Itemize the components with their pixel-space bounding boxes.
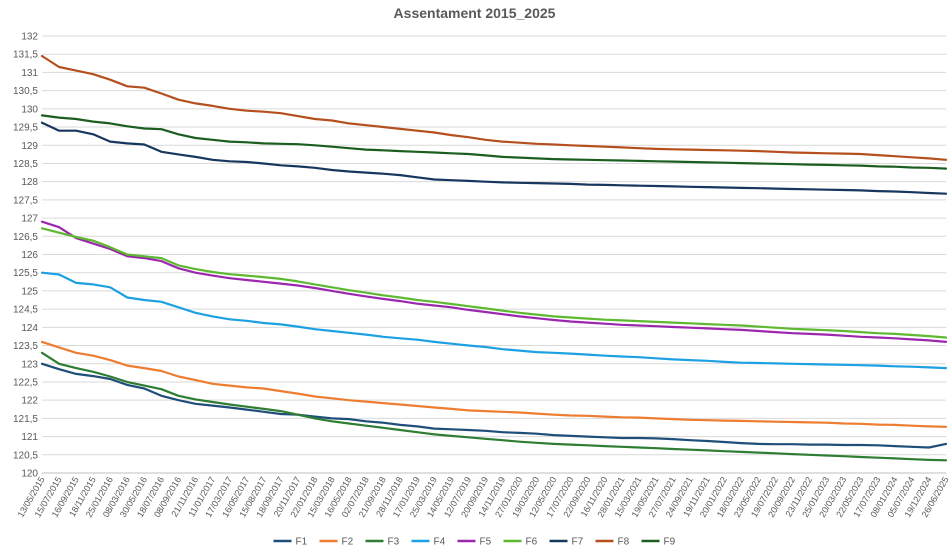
y-tick-label: 128,5 — [13, 159, 38, 170]
legend-item-f6: F6 — [503, 537, 538, 548]
legend: F1 F2 F3 F4 F5 F6 F7 F8 F9 — [273, 537, 676, 548]
y-tick-label: 126 — [21, 250, 38, 261]
y-tick-label: 131 — [21, 68, 38, 79]
y-tick-label: 126,5 — [13, 232, 38, 243]
y-tick-label: 120 — [21, 469, 38, 480]
legend-label: F3 — [388, 537, 400, 548]
legend-item-f4: F4 — [411, 537, 446, 548]
y-tick-label: 122,5 — [13, 377, 38, 388]
y-tick-label: 123,5 — [13, 341, 38, 352]
legend-item-f1: F1 — [273, 537, 308, 548]
y-tick-label: 127,5 — [13, 195, 38, 206]
series-line-f9 — [40, 114, 948, 170]
legend-label: F9 — [664, 537, 676, 548]
y-axis-tick-labels: 120 120,5 121 121,5 122 122,5 123 123,5 124 124,5… — [13, 32, 38, 480]
y-tick-label: 130 — [21, 104, 38, 115]
y-tick-label: 130,5 — [13, 86, 38, 97]
y-tick-label: 122 — [21, 396, 38, 407]
series-line-f6 — [40, 227, 948, 339]
y-tick-label: 125,5 — [13, 268, 38, 279]
y-tick-label: 123 — [21, 359, 38, 370]
series-line-f2 — [40, 340, 948, 428]
legend-item-f5: F5 — [457, 537, 492, 548]
series-line-f1 — [40, 362, 948, 449]
legend-item-f9: F9 — [641, 537, 676, 548]
y-tick-label: 131,5 — [13, 50, 38, 61]
gridlines — [42, 35, 946, 474]
chart-title: Assentament 2015_2025 — [394, 5, 556, 21]
x-axis-tick-labels: 13/05/201515/07/201516/09/201518/11/2015… — [16, 475, 949, 519]
series-line-f4 — [40, 271, 948, 370]
legend-item-f3: F3 — [365, 537, 400, 548]
legend-item-f7: F7 — [549, 537, 584, 548]
legend-label: F2 — [342, 537, 354, 548]
y-tick-label: 125 — [21, 286, 38, 297]
legend-label: F7 — [572, 537, 584, 548]
y-tick-label: 124,5 — [13, 305, 38, 316]
series-line-f7 — [40, 121, 948, 195]
series-line-f5 — [40, 220, 948, 343]
legend-label: F5 — [480, 537, 492, 548]
y-tick-label: 120,5 — [13, 450, 38, 461]
y-tick-label: 127 — [21, 214, 38, 225]
y-tick-label: 121,5 — [13, 414, 38, 425]
y-tick-label: 124 — [21, 323, 38, 334]
legend-item-f2: F2 — [319, 537, 354, 548]
series-line-f8 — [40, 54, 948, 161]
y-tick-label: 121 — [21, 432, 38, 443]
legend-label: F8 — [618, 537, 630, 548]
series-lines — [40, 54, 948, 462]
legend-label: F6 — [526, 537, 538, 548]
y-tick-label: 129 — [21, 141, 38, 152]
y-tick-label: 132 — [21, 32, 38, 43]
legend-label: F1 — [296, 537, 308, 548]
y-tick-label: 128 — [21, 177, 38, 188]
y-tick-label: 129,5 — [13, 123, 38, 134]
legend-label: F4 — [434, 537, 446, 548]
series-line-f3 — [40, 351, 948, 462]
legend-item-f8: F8 — [595, 537, 630, 548]
